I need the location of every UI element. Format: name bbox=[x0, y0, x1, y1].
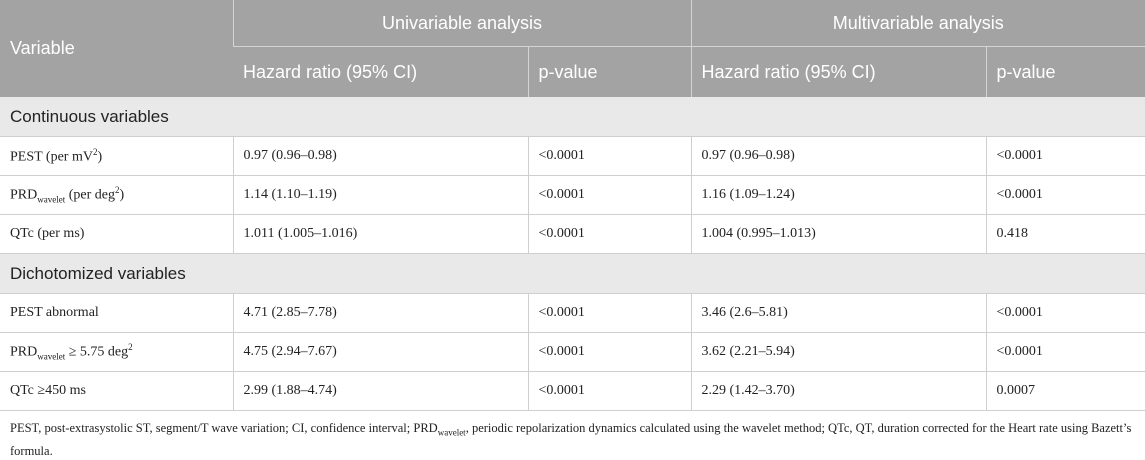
data-row: PEST (per mV2) 0.97 (0.96–0.98) <0.0001 0.9… bbox=[0, 136, 1145, 176]
cell: 2.99 (1.88–4.74) bbox=[232, 371, 528, 411]
header-group: Multivariable analysis bbox=[690, 0, 1145, 47]
cell: 3.62 (2.21–5.94) bbox=[690, 332, 987, 372]
subscript: wavelet bbox=[37, 194, 66, 205]
data-row: QTc (per ms) 1.011 (1.005–1.016) <0.0001 1.… bbox=[0, 214, 1145, 254]
data-row: PRDwavelet (per deg2) 1.14 (1.10–1.19) <0.… bbox=[0, 175, 1145, 215]
text: PRD bbox=[10, 187, 38, 203]
text: PRD bbox=[10, 344, 38, 360]
text: (per deg bbox=[65, 187, 115, 203]
cell: <0.0001 bbox=[527, 332, 692, 372]
section-row: Continuous variables bbox=[0, 97, 1145, 137]
footnote: PEST, post-extrasystolic ST, segment/T w… bbox=[0, 411, 1145, 460]
superscript: 2 bbox=[114, 185, 120, 196]
text: ) bbox=[97, 149, 103, 165]
cell: <0.0001 bbox=[985, 136, 1145, 176]
header-variable: Variable bbox=[0, 0, 233, 97]
superscript: 2 bbox=[128, 342, 133, 353]
cell: 1.16 (1.09–1.24) bbox=[690, 175, 987, 215]
subscript: wavelet bbox=[37, 351, 66, 362]
cell: 0.0007 bbox=[985, 371, 1145, 411]
text: PEST abnormal bbox=[10, 305, 99, 320]
header-group: Univariable analysis bbox=[232, 0, 692, 47]
cell: 0.418 bbox=[985, 214, 1145, 254]
cell: <0.0001 bbox=[985, 175, 1145, 215]
text: QTc (per ms) bbox=[10, 226, 85, 241]
cell: 2.29 (1.42–3.70) bbox=[690, 371, 987, 411]
cell: 3.46 (2.6–5.81) bbox=[690, 293, 987, 333]
header-column: p-value bbox=[985, 46, 1145, 97]
cell: <0.0001 bbox=[527, 214, 692, 254]
text: ) bbox=[119, 187, 125, 203]
row-label: PRDwavelet (per deg2) bbox=[0, 175, 233, 215]
cell: <0.0001 bbox=[527, 136, 692, 176]
data-row: QTc ≥450 ms 2.99 (1.88–4.74) <0.0001 2.29 (… bbox=[0, 371, 1145, 411]
header-column: Hazard ratio (95% CI) bbox=[233, 46, 528, 97]
cell: <0.0001 bbox=[527, 175, 692, 215]
cell: 0.97 (0.96–0.98) bbox=[232, 136, 528, 176]
section-title: Continuous variables bbox=[0, 97, 1145, 137]
row-label: QTc ≥450 ms bbox=[0, 371, 233, 411]
cell: <0.0001 bbox=[985, 293, 1145, 333]
cell: 4.71 (2.85–7.78) bbox=[232, 293, 528, 333]
cell: 1.14 (1.10–1.19) bbox=[232, 175, 528, 215]
cell: 1.004 (0.995–1.013) bbox=[690, 214, 987, 254]
section-row: Dichotomized variables bbox=[0, 253, 1145, 294]
row-label: QTc (per ms) bbox=[0, 214, 233, 254]
superscript: 2 bbox=[92, 146, 98, 157]
section-title: Dichotomized variables bbox=[0, 253, 1145, 294]
row-label: PEST (per mV2) bbox=[0, 136, 233, 176]
text: QTc ≥450 ms bbox=[10, 383, 86, 398]
text: , periodic repolarization dynamics calcu… bbox=[10, 421, 1132, 458]
text: PEST, post-extrasystolic ST, segment/T w… bbox=[10, 421, 438, 435]
table-body: Continuous variables PEST (per mV2) 0.97 (… bbox=[0, 97, 1145, 411]
header-column: p-value bbox=[527, 46, 692, 97]
row-label: PEST abnormal bbox=[0, 293, 233, 333]
cell: 1.011 (1.005–1.016) bbox=[232, 214, 528, 254]
cell: <0.0001 bbox=[527, 293, 692, 333]
cell: 0.97 (0.96–0.98) bbox=[690, 136, 987, 176]
header-column: Hazard ratio (95% CI) bbox=[690, 46, 987, 97]
data-row: PRDwavelet ≥ 5.75 deg2 4.75 (2.94–7.67) <0… bbox=[0, 332, 1145, 372]
cell: 4.75 (2.94–7.67) bbox=[232, 332, 528, 372]
cell: <0.0001 bbox=[527, 371, 692, 411]
cell: <0.0001 bbox=[985, 332, 1145, 372]
row-label: PRDwavelet ≥ 5.75 deg2 bbox=[0, 332, 233, 372]
text: PEST (per mV bbox=[10, 149, 93, 165]
text: ≥ 5.75 deg bbox=[65, 344, 129, 360]
results-table: Variable Univariable analysis Multivaria… bbox=[0, 0, 1145, 411]
data-row: PEST abnormal 4.71 (2.85–7.78) <0.0001 3.46… bbox=[0, 293, 1145, 333]
subscript: wavelet bbox=[437, 427, 466, 438]
